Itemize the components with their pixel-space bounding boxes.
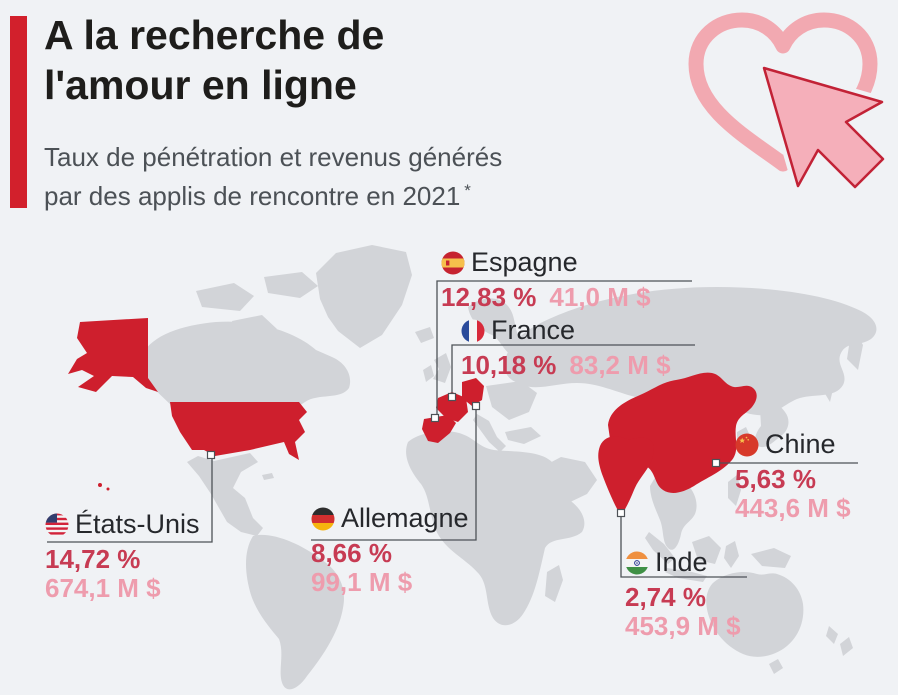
country-label-espagne: Espagne 12,83 % 41,0 M $ — [441, 246, 651, 312]
callout-markers — [206, 392, 721, 518]
revenue-value: 83,2 M $ — [569, 350, 671, 380]
revenue-value: 443,6 M $ — [735, 493, 851, 523]
map-region-indochina — [650, 473, 697, 550]
country-values: 5,63 % 443,6 M $ — [735, 465, 851, 523]
world-map — [47, 245, 877, 690]
revenue-value: 99,1 M $ — [311, 567, 413, 597]
country-label-france: France 10,18 % 83,2 M $ — [461, 314, 671, 380]
map-region-scandinavia — [468, 298, 524, 357]
subtitle-line-1: Taux de pénétration et revenus générés — [44, 142, 503, 172]
heart-cursor-icon — [676, 6, 892, 193]
map-region-usa — [170, 402, 307, 460]
country-label-etats-unis: États-Unis 14,72 % 674,1 M $ — [45, 508, 200, 603]
marker-espagne — [430, 413, 440, 423]
map-region-arabia — [540, 457, 597, 504]
marker-inde — [616, 508, 626, 518]
marker-chine — [711, 458, 721, 468]
country-name-row: Chine — [735, 428, 851, 461]
country-name-row: États-Unis — [45, 508, 200, 541]
map-region-spain — [422, 415, 456, 443]
penetration-value: 2,74 % — [625, 582, 706, 612]
callout-line-allemagne — [311, 406, 477, 541]
marker-allemagne — [471, 401, 481, 411]
country-values: 2,74 % 453,9 M $ — [625, 583, 741, 641]
page-subtitle: Taux de pénétration et revenus générés p… — [44, 140, 502, 213]
country-label-chine: Chine 5,63 % 443,6 M $ — [735, 428, 851, 523]
penetration-value: 5,63 % — [735, 464, 816, 494]
callout-line-france — [451, 344, 695, 397]
map-region-australia — [706, 572, 804, 657]
heart-outline-icon — [688, 12, 878, 172]
map-region-germany — [462, 378, 484, 406]
map-region-alaska — [68, 318, 158, 392]
map-region-russia — [504, 287, 877, 416]
map-region-greenland — [316, 245, 412, 348]
country-values: 10,18 % 83,2 M $ — [461, 351, 671, 380]
flag-espagne-icon — [441, 251, 465, 274]
map-landmass — [142, 245, 877, 690]
country-name: Espagne — [471, 247, 578, 277]
map-region-france — [436, 392, 468, 422]
flag-france-icon — [461, 319, 485, 342]
map-region-japan — [754, 403, 789, 448]
country-values: 8,66 % 99,1 M $ — [311, 539, 469, 597]
flag-etats-unis-icon — [45, 513, 69, 536]
map-region-africa — [406, 431, 585, 626]
country-name-row: Espagne — [441, 246, 651, 279]
map-region-south-america — [246, 534, 344, 690]
country-label-allemagne: Allemagne 8,66 % 99,1 M $ — [311, 502, 469, 597]
revenue-value: 453,9 M $ — [625, 611, 741, 641]
map-region-italy — [473, 414, 506, 452]
revenue-value: 41,0 M $ — [549, 282, 651, 312]
country-label-inde: Inde 2,74 % 453,9 M $ — [625, 546, 741, 641]
title-line-1: A la recherche de — [44, 12, 385, 58]
country-name: Inde — [655, 547, 708, 577]
country-name: Allemagne — [341, 503, 469, 533]
marker-france — [447, 392, 457, 402]
penetration-value: 14,72 % — [45, 544, 141, 574]
heart-cursor-svg — [688, 12, 889, 193]
country-name-row: Allemagne — [311, 502, 469, 535]
callout-line-espagne — [436, 280, 692, 418]
country-values: 14,72 % 674,1 M $ — [45, 545, 200, 603]
country-name: France — [491, 315, 576, 345]
map-region-india — [598, 436, 654, 516]
callout-line-inde — [620, 513, 747, 578]
flag-chine-icon — [735, 433, 759, 456]
flag-inde-icon — [625, 551, 649, 574]
marker-etats-unis — [206, 450, 216, 460]
flag-allemagne-icon — [311, 507, 335, 530]
country-name: Chine — [765, 429, 836, 459]
page-title: A la recherche de l'amour en ligne — [44, 10, 384, 110]
country-name-row: France — [461, 314, 671, 347]
accent-bar — [10, 16, 27, 208]
country-name-row: Inde — [625, 546, 741, 579]
subtitle-line-2: par des applis de rencontre en 2021 * — [44, 181, 471, 211]
map-region-mexico — [187, 453, 263, 536]
country-values: 12,83 % 41,0 M $ — [441, 283, 651, 312]
footnote-asterisk: * — [464, 181, 471, 200]
title-line-2: l'amour en ligne — [44, 62, 357, 108]
penetration-value: 8,66 % — [311, 538, 392, 568]
penetration-value: 12,83 % — [441, 282, 537, 312]
map-region-canada — [142, 321, 351, 408]
revenue-value: 674,1 M $ — [45, 573, 161, 603]
map-region-uk — [433, 353, 451, 383]
country-name: États-Unis — [75, 509, 200, 539]
callout-lines — [47, 280, 858, 578]
map-region-hawaii — [98, 483, 102, 487]
callout-line-etats-unis — [47, 455, 213, 543]
cursor-arrow-icon — [762, 66, 885, 189]
penetration-value: 10,18 % — [461, 350, 557, 380]
